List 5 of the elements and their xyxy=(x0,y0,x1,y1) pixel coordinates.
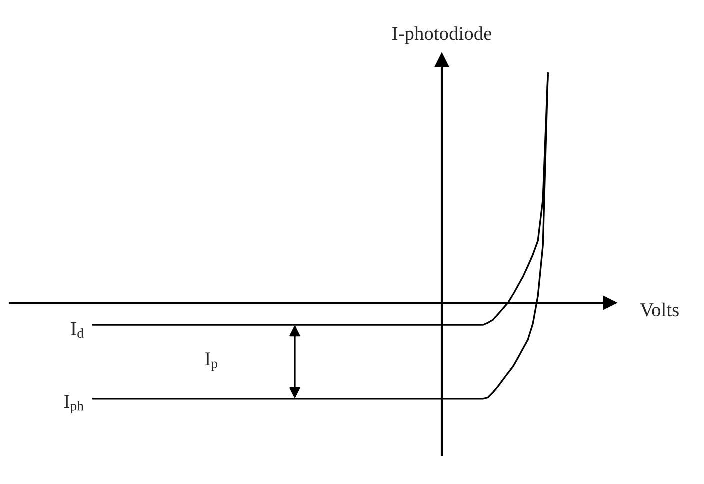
series-label: I$_{d}$ xyxy=(71,322,84,338)
annotation: I$_{p}$ xyxy=(205,352,218,372)
y-axis-title: I-photodiode xyxy=(392,26,492,44)
series-label: I$_{ph}$ xyxy=(64,395,84,414)
x-axis-title: Volts xyxy=(640,302,679,317)
